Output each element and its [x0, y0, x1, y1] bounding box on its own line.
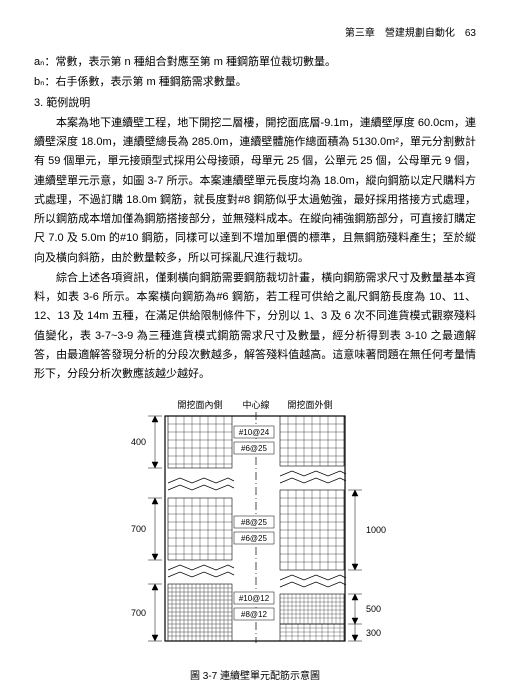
svg-text:1000: 1000 [366, 525, 386, 535]
chapter-label: 第三章 [345, 28, 375, 39]
label-outside: 開挖面外側 [287, 399, 332, 410]
svg-text:400: 400 [131, 437, 146, 447]
rebar-diagram-svg: 開挖面內側 中心線 開挖面外側 #10@24 #6@25 #8@25 #6@25 [90, 398, 420, 663]
svg-text:#8@12: #8@12 [241, 610, 267, 619]
paragraph-2: 綜合上述各項資訊，僅剩橫向鋼筋需要鋼筋裁切計畫，橫向鋼筋需求尺寸及數量基本資料，… [34, 269, 476, 385]
section-3-label: 3. 範例說明 [34, 94, 476, 113]
svg-text:#10@12: #10@12 [239, 594, 270, 603]
right-panels [280, 416, 346, 641]
definition-b: bₙ：右手係數，表示第 m 種鋼筋需求數量。 [34, 73, 476, 92]
svg-text:#8@25: #8@25 [241, 518, 267, 527]
svg-text:700: 700 [131, 524, 146, 534]
figure-caption: 圖 3-7 連續壁單元配筋示意圖 [34, 667, 476, 682]
label-inside: 開挖面內側 [177, 399, 222, 410]
svg-text:500: 500 [366, 604, 381, 614]
svg-text:#6@25: #6@25 [241, 534, 267, 543]
right-dims [348, 490, 362, 641]
svg-text:#6@25: #6@25 [241, 444, 267, 453]
paragraph-1: 本案為地下連續壁工程，地下開挖二層樓，開挖面底層-9.1m，連續壁厚度 60.0… [34, 114, 476, 268]
page-header: 第三章 營建規劃自動化 63 [34, 24, 476, 39]
page-number: 63 [465, 28, 476, 39]
definition-a: aₙ：常數，表示第 n 種組合對應至第 m 種鋼筋單位裁切數量。 [34, 53, 476, 72]
left-panels: #10@24 #6@25 #8@25 #6@25 #10@12 #8@12 [168, 416, 274, 641]
svg-text:300: 300 [366, 628, 381, 638]
figure-3-7: 開挖面內側 中心線 開挖面外側 #10@24 #6@25 #8@25 #6@25 [34, 398, 476, 682]
svg-text:#10@24: #10@24 [239, 428, 270, 437]
svg-text:700: 700 [131, 608, 146, 618]
label-center: 中心線 [242, 399, 269, 410]
left-dims [148, 416, 162, 641]
chapter-title: 營建規劃自動化 [385, 28, 455, 39]
